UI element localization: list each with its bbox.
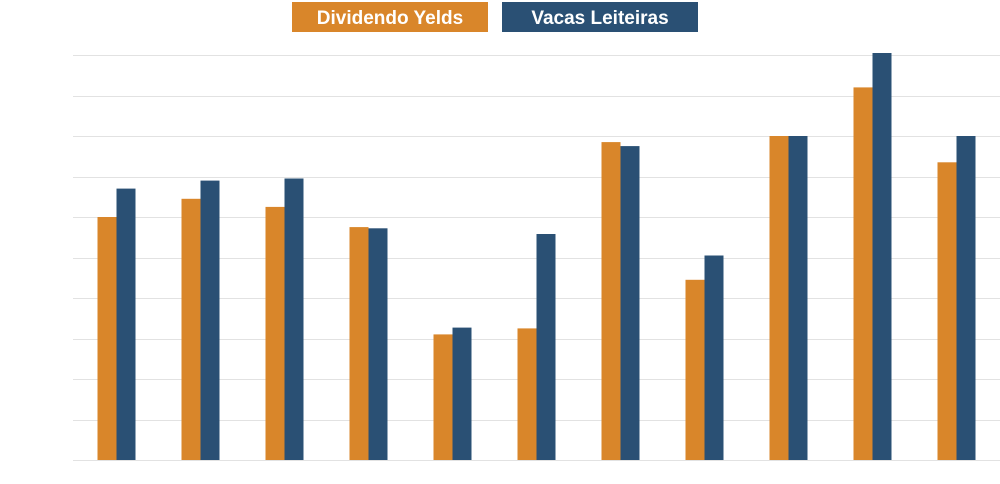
bar-vacas-leiteiras-3 bbox=[284, 178, 304, 460]
bar-dividendo-yelds-9 bbox=[769, 136, 789, 460]
bar-vacas-leiteiras-1 bbox=[116, 188, 136, 460]
bar-dividendo-yelds-1 bbox=[97, 217, 117, 460]
legend-label-vacas-leiteiras: Vacas Leiteiras bbox=[531, 8, 668, 29]
bar-dividendo-yelds-4 bbox=[349, 227, 369, 460]
bar-dividendo-yelds-3 bbox=[265, 206, 285, 460]
bar-vacas-leiteiras-4 bbox=[368, 228, 388, 460]
bar-dividendo-yelds-5 bbox=[433, 334, 453, 460]
bar-vacas-leiteiras-10 bbox=[872, 53, 892, 460]
bar-vacas-leiteiras-6 bbox=[536, 234, 556, 460]
bar-dividendo-yelds-6 bbox=[517, 328, 537, 460]
bar-dividendo-yelds-11 bbox=[937, 162, 957, 461]
bar-vacas-leiteiras-9 bbox=[788, 136, 808, 460]
bar-vacas-leiteiras-8 bbox=[704, 255, 724, 460]
legend-swatch-dividendo-yelds bbox=[292, 2, 488, 32]
bar-vacas-leiteiras-5 bbox=[452, 327, 472, 460]
bar-vacas-leiteiras-11 bbox=[956, 136, 976, 460]
bar-vacas-leiteiras-2 bbox=[200, 180, 220, 460]
bar-vacas-leiteiras-7 bbox=[620, 146, 640, 460]
legend-label-dividendo-yelds: Dividendo Yelds bbox=[317, 8, 463, 29]
bar-dividendo-yelds-7 bbox=[601, 142, 621, 460]
legend-item-dividendo-yelds: Dividendo Yelds bbox=[292, 2, 488, 32]
legend-swatch-vacas-leiteiras bbox=[502, 2, 698, 32]
legend-item-vacas-leiteiras: Vacas Leiteiras bbox=[502, 2, 698, 32]
bar-dividendo-yelds-2 bbox=[181, 198, 201, 461]
bar-dividendo-yelds-8 bbox=[685, 279, 705, 460]
bars bbox=[97, 53, 976, 461]
bar-dividendo-yelds-10 bbox=[853, 87, 873, 461]
legend: Dividendo Yelds Vacas Leiteiras bbox=[292, 2, 698, 32]
